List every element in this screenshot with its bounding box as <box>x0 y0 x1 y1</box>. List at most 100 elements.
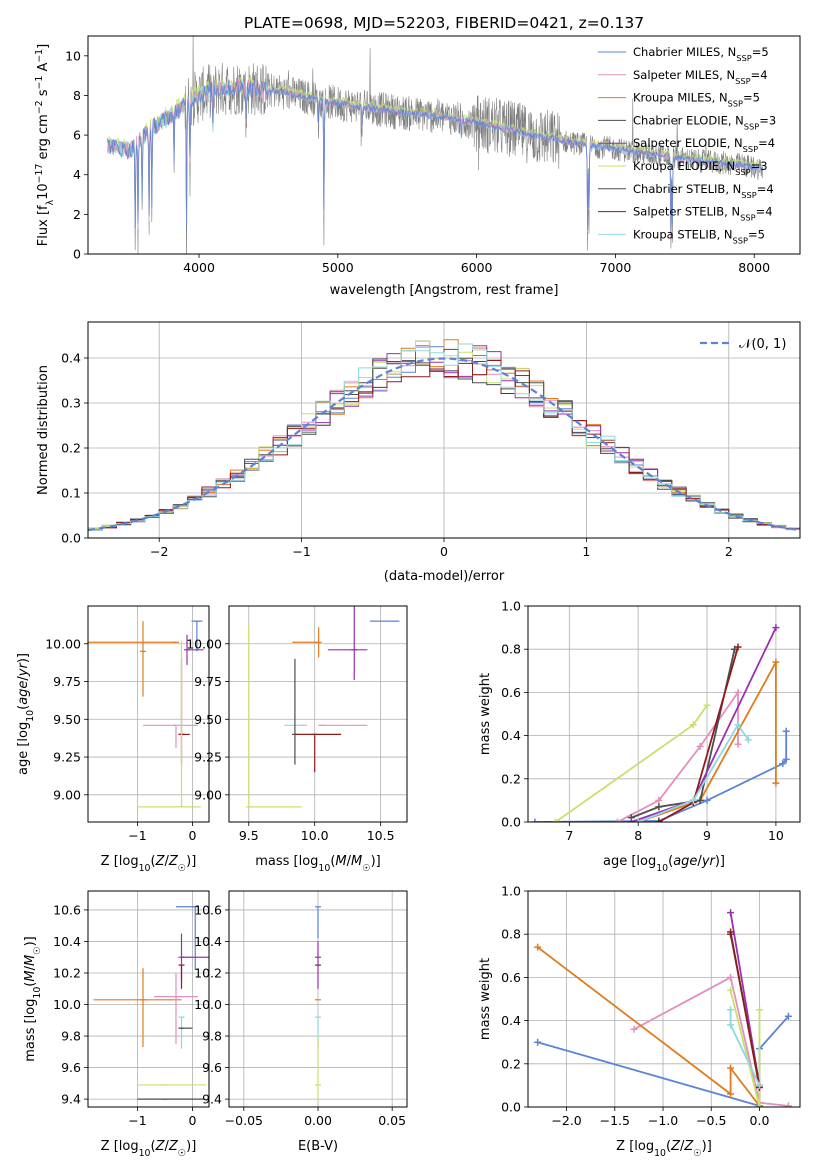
mass_vs_EBV-panel: −0.05 0.00 0.05 9.4 9.6 9.8 10.0 10.2 10.4 10.6 E(… <box>194 890 408 1154</box>
weight-point-marker <box>531 818 539 822</box>
weight-point-marker <box>779 760 787 768</box>
x-tick-label: −1 <box>128 1113 146 1128</box>
weight_vs_Z-panel: −2.0 −1.5 −1.0 −0.5 0.0 0.0 0.2 0.4 0.6 0.8 1.0 mas… <box>478 884 801 1159</box>
x-tick-label: −2.0 <box>551 1113 581 1128</box>
legend-entry: Chabrier ELODIE, NSSP=3 <box>633 113 776 131</box>
y-tick-label: 9.75 <box>53 674 81 689</box>
weight-point-marker <box>727 928 735 936</box>
legend-entry: Chabrier STELIB, NSSP=4 <box>633 182 774 200</box>
weight-point-marker <box>734 643 742 651</box>
legend-entry: 𝒩(0, 1) <box>739 337 786 352</box>
x-tick-label: −0.5 <box>696 1113 726 1128</box>
weight-point-marker <box>734 721 742 729</box>
y-tick-label: 9.4 <box>61 1092 81 1107</box>
x-tick-label: 7000 <box>600 260 632 275</box>
y-tick-label: 10.6 <box>53 902 81 917</box>
weight-series-line <box>537 946 761 1107</box>
axes-frame <box>527 605 801 823</box>
weight-point-marker <box>727 986 735 994</box>
y-tick-label: 0.2 <box>501 771 521 786</box>
y-axis-label: Flux [fλ10−17 erg cm−2 s−1 A−1] <box>34 44 56 246</box>
weight-point-marker <box>655 796 663 804</box>
y-tick-label: 10.2 <box>53 965 81 980</box>
weight-point-marker <box>703 701 711 709</box>
y-tick-label: 0.0 <box>61 531 81 546</box>
weight-series-line <box>633 976 789 1107</box>
age_vs_mass-panel: 9.5 10.0 10.5 9.00 9.25 9.50 9.75 10.00 mass [lo… <box>186 605 408 874</box>
x-tick-label: −1 <box>128 828 146 843</box>
weight-point-marker <box>734 688 742 696</box>
spectrum-panel: 4000 5000 6000 7000 8000 0 2 4 6 8 10 Chabrier MILE… <box>34 14 801 298</box>
y-tick-label: 0.8 <box>501 927 521 942</box>
weight-point-marker <box>627 818 635 822</box>
mass_vs_Z-panel: −1 0 9.4 9.6 9.8 10.0 10.2 10.4 10.6 Z [log10(Z/Z… <box>23 890 210 1159</box>
y-tick-label: 9.6 <box>202 1060 222 1075</box>
weight-point-marker <box>634 818 642 822</box>
y-axis-label: mass weight <box>478 958 493 1040</box>
plot-area <box>93 906 209 1100</box>
weight-point-marker <box>552 818 560 822</box>
y-tick-label: 2 <box>73 207 81 222</box>
legend-entry: Salpeter MILES, NSSP=4 <box>633 68 768 86</box>
weight-point-marker <box>755 1103 763 1107</box>
x-tick-label: 0 <box>440 544 448 559</box>
legend: Chabrier MILES, NSSP=5 Salpeter MILES, NS… <box>598 45 776 245</box>
x-tick-label: 7 <box>565 828 573 843</box>
y-tick-label: 0.2 <box>61 441 81 456</box>
weight-point-marker <box>534 1038 542 1046</box>
x-tick-label: 10.5 <box>367 828 395 843</box>
weight-point-marker <box>630 1025 638 1033</box>
y-axis-label: Normed distribution <box>36 365 51 495</box>
axes-frame <box>87 890 210 1108</box>
y-tick-label: 9.25 <box>194 750 222 765</box>
weight-point-marker <box>689 721 697 729</box>
x-tick-label: −2 <box>150 544 168 559</box>
weight-series-line <box>729 931 761 1088</box>
weight-point-marker <box>534 943 542 951</box>
legend-entry: Kroupa ELODIE, NSSP=3 <box>633 159 768 177</box>
x-axis-label: mass [log10(M/M☉)] <box>255 854 381 874</box>
weight-point-marker <box>727 1006 735 1014</box>
y-tick-label: 0.3 <box>61 396 81 411</box>
x-tick-label: 8000 <box>738 260 770 275</box>
histogram-series <box>88 360 800 530</box>
y-tick-label: 4 <box>73 167 81 182</box>
x-axis-label: Z [log10(Z/Z☉)] <box>616 1139 712 1159</box>
y-axis-label: mass [log10(M/M☉)] <box>23 936 43 1062</box>
y-tick-label: 9.00 <box>53 787 81 802</box>
y-tick-label: 9.50 <box>53 712 81 727</box>
x-tick-label: 8 <box>634 828 642 843</box>
weight-point-marker <box>755 1006 763 1014</box>
y-tick-label: 9.4 <box>202 1092 222 1107</box>
plot-area <box>315 906 321 1101</box>
x-tick-label: 5000 <box>322 260 354 275</box>
y-tick-label: 10.2 <box>194 965 222 980</box>
legend-entry: Kroupa STELIB, NSSP=5 <box>633 227 765 245</box>
x-axis-label: age [log10(age/yr)] <box>603 854 725 874</box>
x-tick-label: 2 <box>725 544 733 559</box>
plot-area <box>88 620 204 808</box>
y-tick-label: 0.8 <box>501 642 521 657</box>
y-tick-label: 9.8 <box>61 1029 81 1044</box>
y-tick-label: 0.0 <box>501 1100 521 1115</box>
y-tick-label: 0.6 <box>501 685 521 700</box>
weight-series-line <box>630 649 736 819</box>
legend-entry: Salpeter STELIB, NSSP=4 <box>633 205 773 223</box>
weight-point-marker <box>782 755 790 763</box>
weight-point-marker <box>696 742 704 750</box>
y-tick-label: 10 <box>65 48 81 63</box>
weight-series-line <box>534 731 788 822</box>
weight-point-marker <box>782 727 790 735</box>
plot-area <box>531 624 790 822</box>
y-tick-label: 9.00 <box>194 787 222 802</box>
model-spectrum-line <box>107 79 763 236</box>
y-tick-label: 9.25 <box>53 750 81 765</box>
y-tick-label: 6 <box>73 128 81 143</box>
weight-point-marker <box>744 736 752 744</box>
x-tick-label: 10.0 <box>301 828 329 843</box>
axes-frame <box>87 605 210 823</box>
y-tick-label: 9.6 <box>61 1060 81 1075</box>
x-tick-label: 0 <box>189 828 197 843</box>
y-tick-label: 0.4 <box>501 728 521 743</box>
